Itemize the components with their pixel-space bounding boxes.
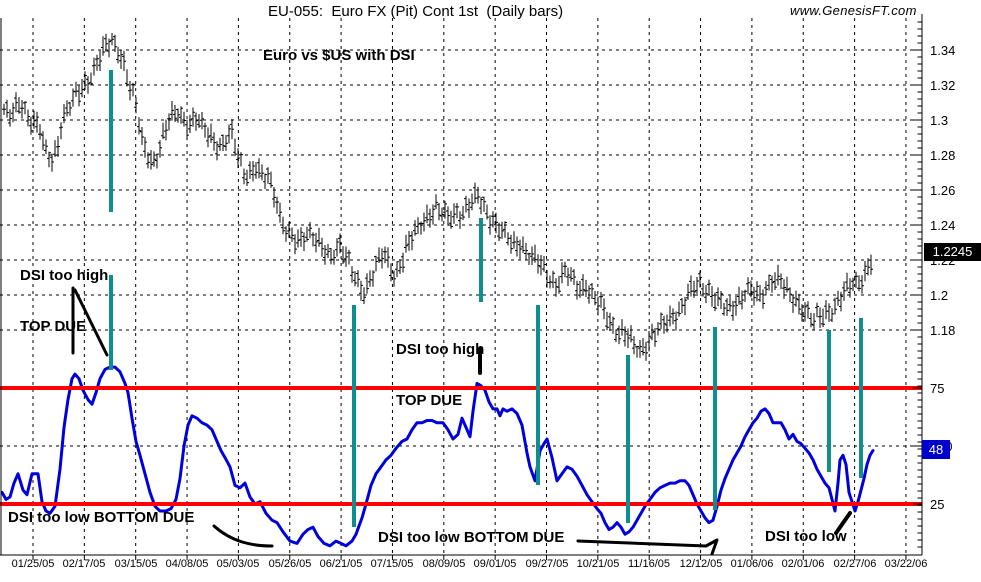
last-price-badge: 1.2245 <box>924 243 981 261</box>
annotation-dsi-too-low-1: DSI too low BOTTOM DUE <box>8 509 195 526</box>
annotation-arrow <box>834 511 852 535</box>
annotation-arrow <box>73 288 109 357</box>
annotation-line: DSI too high <box>396 341 485 358</box>
website-watermark: www.GenesisFT.com <box>790 3 917 18</box>
annotation-arrow <box>576 538 719 556</box>
annotation-dsi-too-high-2: DSI too high TOP DUE <box>396 307 484 443</box>
annotation-dsi-too-low-3: DSI too low <box>765 528 847 545</box>
annotation-dsi-too-high-1: DSI too high TOP DUE <box>20 233 108 369</box>
dsi-line <box>0 365 875 548</box>
annotation-line: TOP DUE <box>396 392 463 409</box>
annotation-arrow <box>212 524 274 548</box>
annotation-dsi-too-low-2: DSI too low BOTTOM DUE <box>378 529 565 546</box>
dsi-current-value-badge: 48 <box>922 440 950 459</box>
chart-title: EU-055: Euro FX (Pit) Cont 1st (Daily ba… <box>268 3 564 20</box>
annotation-euro-vs-us: Euro vs $US with DSI <box>263 47 415 64</box>
price-ohlc-bars <box>2 33 873 361</box>
annotation-line: TOP DUE <box>20 318 87 335</box>
annotation-line: DSI too high <box>20 267 109 284</box>
